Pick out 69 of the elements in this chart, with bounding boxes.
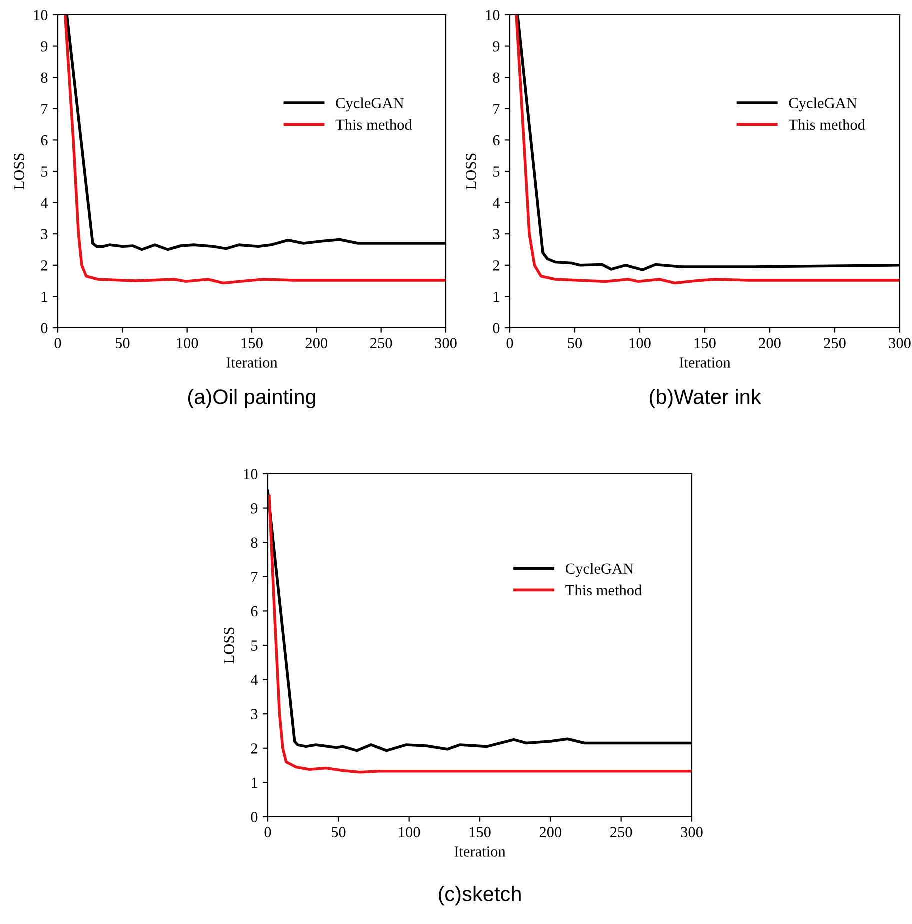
x-axis-title: Iteration [226,358,278,368]
text: (a)Oil painting [188,389,316,408]
text: (c)sketch [439,886,521,906]
x-tick-label: 250 [370,338,392,348]
x-tick-label: 0 [506,338,514,348]
y-tick-label: 5 [494,166,500,177]
x-tick-label: 300 [435,338,457,348]
y-tick-label: 1 [494,292,500,302]
x-tick-label: 300 [889,338,911,348]
y-tick-label: 3 [251,709,258,720]
y-tick-label: 7 [494,104,500,114]
x-tick-label: 300 [681,827,703,838]
y-tick-label: 0 [41,323,48,334]
x-tick-label: 150 [242,338,263,348]
y-tick-label: 4 [40,198,48,208]
y-tick-label: 9 [41,41,48,52]
x-tick-label: 100 [177,338,198,348]
y-tick-label: 8 [251,538,258,548]
legend-label: CycleGAN [789,98,858,112]
x-tick-label: 150 [694,338,716,348]
y-tick-label: 1 [252,778,258,788]
x-tick-label: 250 [824,338,846,348]
y-tick-label: 9 [251,503,258,514]
y-tick-label: 1 [42,292,48,302]
x-tick-label: 200 [759,338,781,348]
y-tick-label: 8 [493,72,500,84]
y-tick-label: 0 [251,812,258,822]
x-tick-label: 100 [630,338,651,348]
y-tick-label: 7 [252,572,258,582]
x-tick-label: 50 [116,338,130,348]
legend-label: CycleGAN [336,98,404,112]
y-tick-label: 3 [41,229,48,240]
y-tick-label: 8 [41,72,48,84]
y-tick-label: 2 [251,744,258,754]
x-tick-label: 0 [54,338,62,348]
y-tick-label: 4 [250,675,258,686]
y-tick-label: 7 [42,104,48,114]
x-tick-label: 200 [306,338,328,348]
y-tick-label: 6 [41,135,48,146]
y-tick-label: 10 [486,10,500,20]
y-tick-label: 9 [493,41,500,52]
legend-label: This method [336,119,412,130]
y-tick-label: 0 [493,323,500,334]
y-tick-label: 6 [493,135,500,146]
legend-label: This method [566,584,642,596]
text: (b)Water ink [650,389,762,408]
x-tick-label: 250 [610,827,632,838]
y-tick-label: 2 [493,260,500,271]
y-tick-label: 3 [493,229,500,240]
x-axis-title: Iteration [454,846,506,857]
x-tick-label: 0 [264,827,272,838]
y-tick-label: 6 [251,606,258,617]
y-tick-label: 10 [244,469,258,480]
x-tick-label: 50 [568,338,582,348]
y-tick-label: 10 [34,10,48,20]
y-tick-label: 2 [41,260,48,271]
x-tick-label: 150 [470,827,491,838]
y-axis-title: LOSS [466,154,476,190]
y-tick-label: 4 [492,198,500,208]
y-axis-title: LOSS [224,628,234,664]
x-axis-title: Iteration [680,358,731,368]
x-tick-label: 100 [399,827,420,838]
x-tick-label: 50 [332,827,346,838]
x-tick-label: 200 [540,827,562,838]
y-tick-label: 5 [252,640,258,651]
legend-label: This method [788,119,866,130]
y-tick-label: 5 [42,166,48,177]
y-axis-title: LOSS [14,154,24,190]
legend-label: CycleGAN [566,563,634,578]
